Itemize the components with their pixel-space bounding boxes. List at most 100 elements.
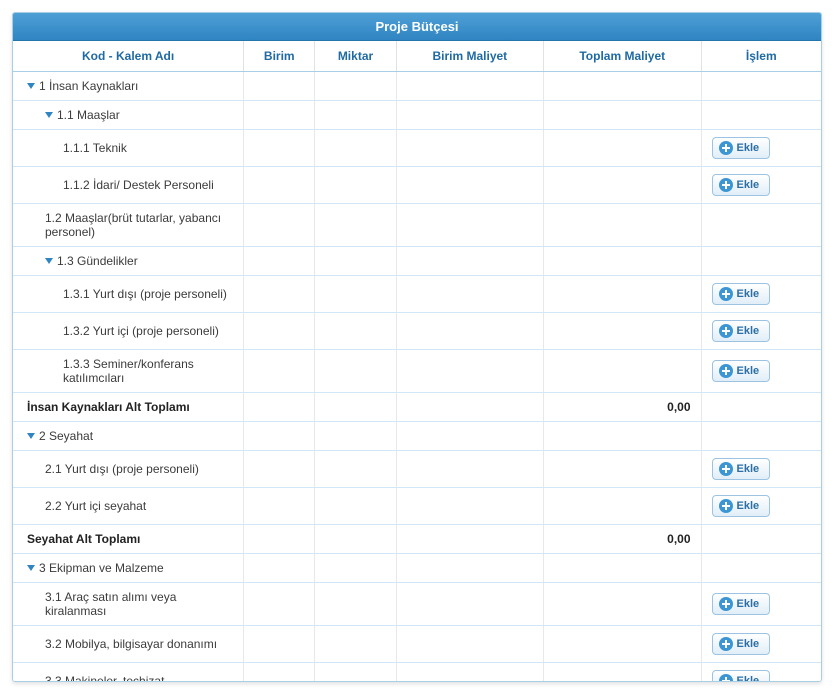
cell-qty [315, 626, 396, 663]
cell-qty [315, 393, 396, 422]
cell-qty [315, 130, 396, 167]
cell-action [701, 247, 821, 276]
col-total-cost[interactable]: Toplam Maliyet [544, 41, 702, 72]
cell-action [701, 554, 821, 583]
cell-unit [244, 313, 315, 350]
table-row: 2.1 Yurt dışı (proje personeli)Ekle [13, 451, 821, 488]
cell-unit [244, 276, 315, 313]
add-button[interactable]: Ekle [712, 283, 771, 305]
cell-action [701, 204, 821, 247]
col-unit[interactable]: Birim [244, 41, 315, 72]
cell-total [544, 350, 702, 393]
cell-unitCost [396, 313, 543, 350]
cell-action: Ekle [701, 663, 821, 682]
add-button[interactable]: Ekle [712, 670, 771, 681]
cell-qty [315, 276, 396, 313]
cell-total [544, 583, 702, 626]
cell-unitCost [396, 247, 543, 276]
group-row: 1 İnsan Kaynakları [13, 72, 821, 101]
cell-qty [315, 488, 396, 525]
cell-unitCost [396, 393, 543, 422]
row-label-cell: 1.1.1 Teknik [13, 130, 244, 167]
expand-caret-icon[interactable] [27, 433, 35, 439]
cell-total [544, 663, 702, 682]
expand-caret-icon[interactable] [45, 112, 53, 118]
cell-unit [244, 101, 315, 130]
cell-action: Ekle [701, 626, 821, 663]
add-button[interactable]: Ekle [712, 495, 771, 517]
row-label-cell: 3.3 Makineler, teçhizat [13, 663, 244, 682]
expand-caret-icon[interactable] [27, 83, 35, 89]
plus-icon [719, 178, 733, 192]
cell-action: Ekle [701, 276, 821, 313]
cell-unitCost [396, 525, 543, 554]
cell-action: Ekle [701, 350, 821, 393]
plus-icon [719, 597, 733, 611]
cell-action [701, 525, 821, 554]
add-button[interactable]: Ekle [712, 137, 771, 159]
row-label-cell: 1.1.2 İdari/ Destek Personeli [13, 167, 244, 204]
cell-action: Ekle [701, 451, 821, 488]
cell-qty [315, 422, 396, 451]
cell-qty [315, 663, 396, 682]
cell-unit [244, 488, 315, 525]
cell-total [544, 313, 702, 350]
cell-unit [244, 72, 315, 101]
row-label-cell: 1.3.1 Yurt dışı (proje personeli) [13, 276, 244, 313]
add-button-label: Ekle [737, 638, 760, 650]
cell-unitCost [396, 451, 543, 488]
cell-action: Ekle [701, 167, 821, 204]
row-label: 3.3 Makineler, teçhizat [45, 674, 164, 681]
header-row: Kod - Kalem Adı Birim Miktar Birim Maliy… [13, 41, 821, 72]
cell-total [544, 451, 702, 488]
add-button-label: Ekle [737, 365, 760, 377]
cell-unitCost [396, 554, 543, 583]
add-button[interactable]: Ekle [712, 458, 771, 480]
cell-total [544, 247, 702, 276]
cell-unit [244, 663, 315, 682]
cell-qty [315, 101, 396, 130]
subtotal-row: İnsan Kaynakları Alt Toplamı0,00 [13, 393, 821, 422]
expand-caret-icon[interactable] [27, 565, 35, 571]
row-label: 3.2 Mobilya, bilgisayar donanımı [45, 637, 217, 651]
add-button[interactable]: Ekle [712, 633, 771, 655]
add-button[interactable]: Ekle [712, 320, 771, 342]
cell-qty [315, 204, 396, 247]
expand-caret-icon[interactable] [45, 258, 53, 264]
cell-action [701, 393, 821, 422]
col-unit-cost[interactable]: Birim Maliyet [396, 41, 543, 72]
add-button[interactable]: Ekle [712, 593, 771, 615]
add-button[interactable]: Ekle [712, 360, 771, 382]
cell-unit [244, 525, 315, 554]
cell-qty [315, 350, 396, 393]
row-label-cell: 1.3.2 Yurt içi (proje personeli) [13, 313, 244, 350]
subtotal-row: Seyahat Alt Toplamı0,00 [13, 525, 821, 554]
cell-total: 0,00 [544, 393, 702, 422]
plus-icon [719, 499, 733, 513]
row-label: 3 Ekipman ve Malzeme [39, 561, 164, 575]
cell-unitCost [396, 422, 543, 451]
group-row: 3 Ekipman ve Malzeme [13, 554, 821, 583]
row-label-cell: 2.2 Yurt içi seyahat [13, 488, 244, 525]
cell-total [544, 101, 702, 130]
cell-qty [315, 525, 396, 554]
col-name[interactable]: Kod - Kalem Adı [13, 41, 244, 72]
row-label: 1.3 Gündelikler [57, 254, 138, 268]
cell-unitCost [396, 130, 543, 167]
row-label: 1.3.2 Yurt içi (proje personeli) [63, 324, 219, 338]
cell-unit [244, 247, 315, 276]
table-row: 1.1.2 İdari/ Destek Personeli Ekle [13, 167, 821, 204]
col-qty[interactable]: Miktar [315, 41, 396, 72]
table-scroll[interactable]: Kod - Kalem Adı Birim Miktar Birim Maliy… [13, 41, 821, 681]
row-label-cell: 3.1 Araç satın alımı veya kiralanması [13, 583, 244, 626]
row-label: Seyahat Alt Toplamı [27, 532, 140, 546]
table-row: 1.3.1 Yurt dışı (proje personeli) Ekle [13, 276, 821, 313]
budget-table: Kod - Kalem Adı Birim Miktar Birim Maliy… [13, 41, 821, 681]
group-row: 1.3 Gündelikler [13, 247, 821, 276]
row-label-cell: 1.2 Maaşlar(brüt tutarlar, yabancı perso… [13, 204, 244, 247]
table-row: 1.3.3 Seminer/konferans katılımcılarıEkl… [13, 350, 821, 393]
cell-qty [315, 313, 396, 350]
table-row: 3.1 Araç satın alımı veya kiralanması Ekl… [13, 583, 821, 626]
plus-icon [719, 674, 733, 681]
add-button[interactable]: Ekle [712, 174, 771, 196]
